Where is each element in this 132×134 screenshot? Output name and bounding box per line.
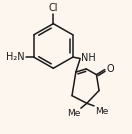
Text: O: O — [106, 64, 114, 74]
Text: Me: Me — [67, 109, 80, 118]
Text: Me: Me — [95, 107, 108, 116]
Text: Cl: Cl — [49, 3, 58, 13]
Text: H₂N: H₂N — [6, 52, 25, 62]
Text: NH: NH — [81, 53, 95, 63]
